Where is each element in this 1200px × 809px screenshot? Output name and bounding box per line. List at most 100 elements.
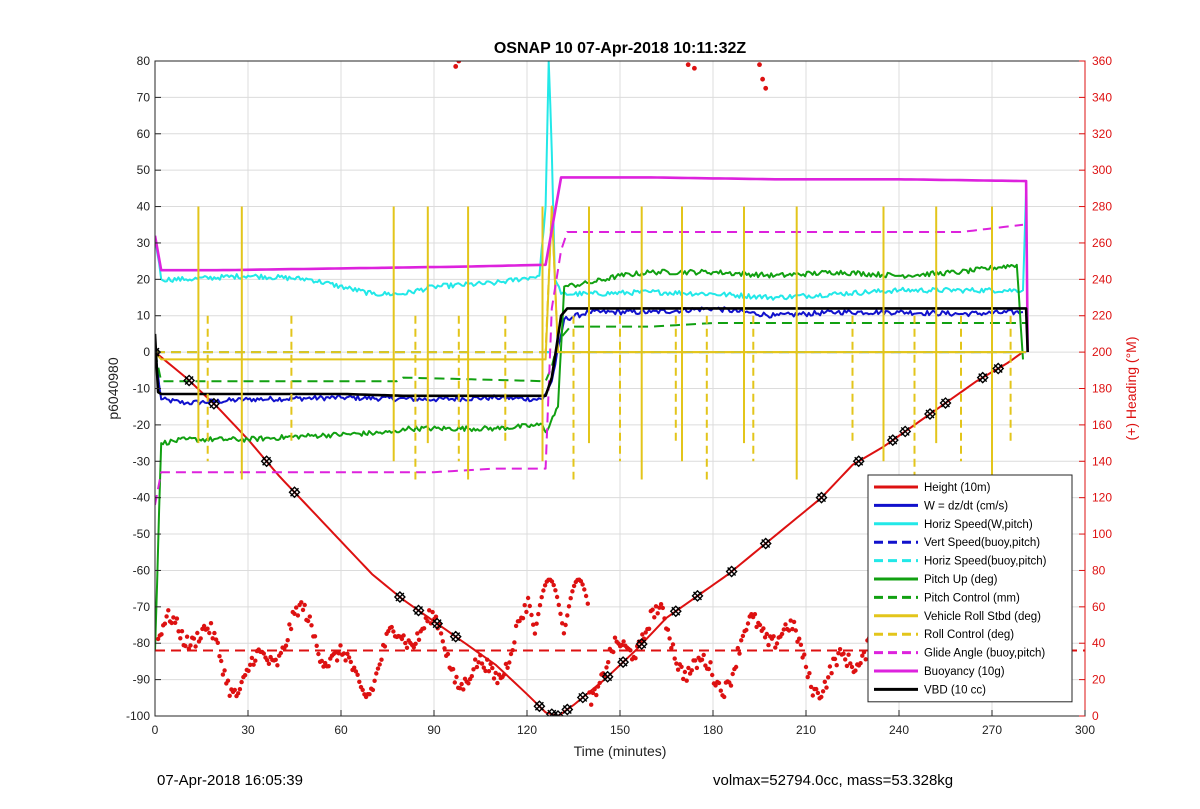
heading-point — [752, 612, 758, 617]
heading-point — [524, 609, 529, 615]
x-tick-label: 90 — [427, 723, 441, 737]
heading-point — [733, 664, 739, 670]
heading-point — [456, 61, 462, 64]
heading-point — [379, 657, 384, 662]
heading-point — [757, 622, 763, 628]
heading-point — [682, 669, 688, 675]
heading-point — [321, 664, 326, 669]
heading-point — [507, 660, 512, 665]
heading-point — [220, 672, 226, 677]
heading-point — [490, 665, 495, 671]
heading-point — [670, 642, 676, 647]
heading-point — [706, 666, 711, 672]
heading-point — [295, 613, 301, 618]
heading-point — [341, 651, 347, 656]
heading-point — [461, 687, 466, 692]
heading-point — [459, 681, 464, 687]
heading-point — [722, 694, 727, 700]
heading-point — [208, 621, 214, 626]
x-tick-label: 120 — [517, 723, 537, 737]
heading-point — [582, 587, 587, 592]
heading-point — [735, 645, 740, 651]
heading-point — [404, 645, 410, 650]
heading-point — [438, 631, 444, 636]
heading-point — [232, 687, 237, 693]
heading-point — [595, 684, 601, 689]
heading-point — [843, 657, 848, 662]
heading-point — [275, 663, 280, 668]
heading-point — [687, 671, 693, 676]
height-marker — [976, 371, 989, 384]
heading-point — [212, 630, 217, 636]
height-marker — [725, 565, 738, 578]
y-right-tick-label: 20 — [1092, 673, 1106, 687]
heading-point — [834, 663, 839, 668]
heading-point — [710, 672, 715, 678]
heading-point — [786, 628, 792, 633]
height-marker — [449, 630, 462, 643]
x-tick-label: 270 — [982, 723, 1002, 737]
heading-point — [587, 690, 592, 695]
heading-point — [529, 612, 534, 618]
y-left-tick-label: 50 — [137, 163, 151, 177]
heading-point — [692, 65, 697, 71]
heading-point — [300, 607, 306, 613]
heading-point — [198, 636, 203, 641]
heading-point — [246, 668, 251, 673]
heading-point — [261, 651, 266, 656]
y-right-tick-label: 240 — [1092, 272, 1112, 286]
heading-point — [346, 655, 352, 660]
heading-point — [430, 609, 435, 615]
heading-point — [621, 639, 626, 644]
heading-point — [560, 621, 565, 626]
heading-point — [253, 658, 258, 663]
heading-point — [403, 640, 408, 646]
heading-point — [672, 656, 677, 661]
heading-point — [566, 604, 572, 609]
heading-point — [471, 667, 476, 672]
heading-point — [452, 680, 457, 685]
height-marker — [533, 700, 546, 713]
series-line-9 — [155, 223, 1024, 506]
series-line-8 — [155, 205, 1027, 354]
y-left-tick-label: 0 — [143, 345, 150, 359]
heading-point — [556, 602, 561, 608]
heading-point — [797, 636, 802, 641]
heading-point — [590, 690, 596, 696]
heading-point — [791, 619, 797, 625]
legend-label: W = dz/dt (cm/s) — [924, 500, 1008, 512]
height-marker — [412, 604, 425, 617]
heading-point — [761, 626, 766, 631]
height-marker — [552, 710, 564, 716]
heading-point — [391, 629, 396, 634]
heading-point — [336, 651, 341, 656]
heading-point — [793, 628, 798, 633]
heading-point — [551, 582, 556, 588]
heading-point — [242, 673, 248, 678]
x-tick-label: 30 — [241, 723, 255, 737]
legend: Height (10m) W = dz/dt (cm/s) Horiz Speed(… — [867, 474, 1073, 703]
heading-point — [565, 613, 570, 618]
height-marker — [393, 591, 406, 603]
heading-point — [713, 683, 718, 688]
y-right-tick-label: 140 — [1092, 454, 1112, 468]
heading-point — [294, 605, 299, 610]
heading-point — [476, 660, 481, 665]
legend-label: VBD (10 cc) — [924, 684, 986, 696]
heading-point — [824, 685, 829, 690]
heading-point — [561, 631, 567, 636]
heading-point — [486, 669, 492, 674]
heading-point — [716, 680, 722, 686]
height-markers — [155, 346, 1005, 716]
heading-point — [219, 658, 224, 664]
y-left-tick-label: -90 — [133, 673, 151, 687]
heading-point — [745, 621, 751, 626]
legend-label: Horiz Speed(buoy,pitch) — [924, 556, 1047, 568]
heading-point — [166, 608, 171, 613]
heading-point — [210, 636, 215, 641]
heading-point — [415, 631, 420, 636]
heading-point — [694, 665, 700, 671]
height-marker — [759, 537, 772, 550]
heading-point — [585, 601, 590, 606]
heading-point — [217, 654, 222, 659]
